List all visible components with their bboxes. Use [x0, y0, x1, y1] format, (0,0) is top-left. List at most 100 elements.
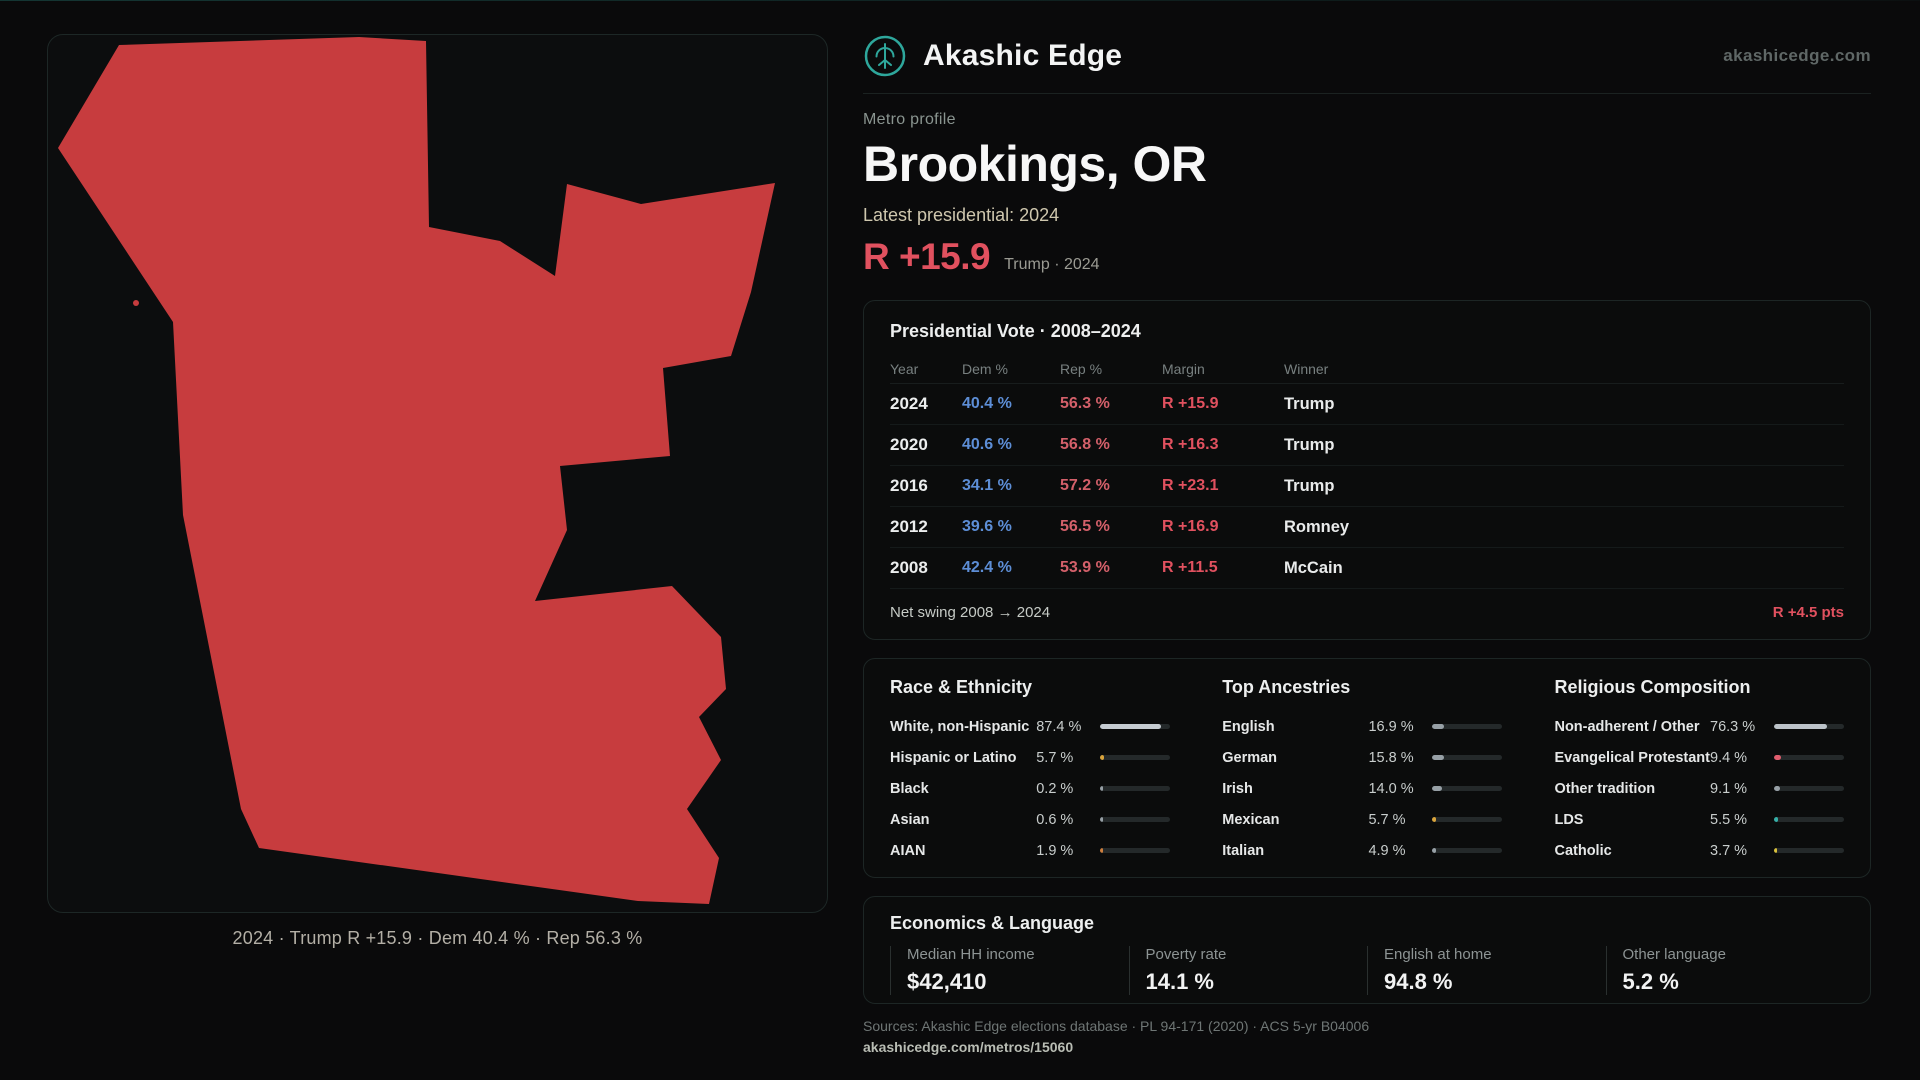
ancestries-column: Top Ancestries English 16.9 % German 15.…	[1222, 677, 1503, 866]
app-header: Akashic Edge akashicedge.com	[863, 34, 1871, 94]
ancestry-value: 14.0 %	[1368, 780, 1414, 797]
net-swing-row: Net swing 2008 → 2024 R +4.5 pts	[890, 604, 1844, 621]
sources-line: Sources: Akashic Edge elections database…	[863, 1018, 1370, 1034]
race-row: Black 0.2 %	[890, 773, 1171, 804]
vote-row-2020: 2020 40.6 % 56.8 % R +16.3 Trump	[890, 425, 1844, 466]
vote-rep-pct: 57.2 %	[1060, 477, 1110, 494]
col-year: Year	[890, 360, 919, 377]
vote-row-2012: 2012 39.6 % 56.5 % R +16.9 Romney	[890, 507, 1844, 548]
vote-year: 2024	[890, 394, 928, 413]
race-bar	[1100, 817, 1171, 822]
stat-value: $42,410	[907, 969, 987, 994]
ancestry-row: Mexican 5.7 %	[1222, 804, 1503, 835]
stat-value: 94.8 %	[1384, 969, 1453, 994]
stat-other-language: Other language 5.2 %	[1605, 946, 1845, 995]
headline-margin-context: Trump · 2024	[1004, 256, 1100, 273]
ancestry-value: 5.7 %	[1368, 811, 1406, 828]
ancestries-title: Top Ancestries	[1222, 677, 1351, 697]
net-swing-value: R +4.5 pts	[1772, 604, 1844, 621]
vote-winner: Trump	[1284, 394, 1335, 413]
religion-bar-fill	[1774, 786, 1781, 791]
ancestry-value: 16.9 %	[1368, 718, 1414, 735]
religion-bar	[1774, 786, 1844, 791]
ancestry-row: German 15.8 %	[1222, 742, 1503, 773]
ancestry-bar-fill	[1432, 724, 1445, 729]
ancestry-row: Irish 14.0 %	[1222, 773, 1503, 804]
latest-election-label: Latest presidential: 2024	[863, 205, 1060, 225]
headline-margin: R +15.9 Trump · 2024	[863, 236, 1871, 278]
race-value: 1.9 %	[1036, 842, 1074, 859]
ancestry-label: Italian	[1222, 842, 1265, 859]
map-caption: 2024 · Trump R +15.9 · Dem 40.4 % · Rep …	[232, 928, 643, 948]
religion-label: Non-adherent / Other	[1554, 718, 1700, 735]
race-label: Black	[890, 780, 929, 797]
race-ethnicity-column: Race & Ethnicity White, non-Hispanic 87.…	[890, 677, 1171, 866]
religion-bar-fill	[1774, 755, 1781, 760]
race-label: AIAN	[890, 842, 926, 859]
ancestry-label: Mexican	[1222, 811, 1280, 828]
ancestry-bar-fill	[1432, 848, 1436, 853]
vote-rep-pct: 56.5 %	[1060, 518, 1110, 535]
stat-label: English at home	[1384, 946, 1492, 963]
race-row: White, non-Hispanic 87.4 %	[890, 711, 1171, 742]
ancestry-row: English 16.9 %	[1222, 711, 1503, 742]
race-row: AIAN 1.9 %	[890, 835, 1171, 866]
ancestry-bar	[1432, 786, 1503, 791]
vote-winner: Trump	[1284, 435, 1335, 454]
religion-label: LDS	[1554, 811, 1584, 828]
vote-row-2016: 2016 34.1 % 57.2 % R +23.1 Trump	[890, 466, 1844, 507]
profile-eyebrow: Metro profile	[863, 111, 956, 128]
vote-row-2024: 2024 40.4 % 56.3 % R +15.9 Trump	[890, 384, 1844, 425]
stat-poverty-rate: Poverty rate 14.1 %	[1128, 946, 1368, 995]
metro-shape[interactable]	[58, 37, 775, 904]
net-swing-label: Net swing 2008 → 2024	[890, 604, 1051, 621]
ancestry-bar-fill	[1432, 817, 1437, 822]
religion-row: LDS 5.5 %	[1554, 804, 1844, 835]
race-bar-fill	[1100, 817, 1104, 822]
race-row: Asian 0.6 %	[890, 804, 1171, 835]
religion-column: Religious Composition Non-adherent / Oth…	[1554, 677, 1844, 866]
vote-panel-title: Presidential Vote · 2008–2024	[890, 321, 1141, 341]
religion-row: Evangelical Protestant 9.4 %	[1554, 742, 1844, 773]
vote-year: 2008	[890, 558, 928, 577]
metro-map	[58, 37, 775, 904]
race-value: 5.7 %	[1036, 749, 1074, 766]
vote-table: Year Dem % Rep % Margin Winner 2024 40.4…	[890, 354, 1844, 589]
profile-column: Akashic Edge akashicedge.com Metro profi…	[863, 0, 1871, 1055]
race-bar	[1100, 724, 1171, 729]
race-bar-fill	[1100, 786, 1104, 791]
ancestry-label: English	[1222, 718, 1275, 735]
stat-english-at-home: English at home 94.8 %	[1367, 946, 1606, 995]
race-bar	[1100, 755, 1171, 760]
race-bar	[1100, 848, 1171, 853]
metro-map-panel	[47, 34, 828, 913]
religion-bar-fill	[1774, 724, 1828, 729]
col-rep: Rep %	[1060, 360, 1103, 377]
site-link[interactable]: akashicedge.com	[1723, 46, 1871, 65]
vote-dem-pct: 40.6 %	[962, 436, 1012, 453]
vote-winner: McCain	[1284, 558, 1343, 577]
race-value: 0.6 %	[1036, 811, 1074, 828]
vote-year: 2020	[890, 435, 928, 454]
economics-stats: Median HH income $42,410 Poverty rate 14…	[890, 946, 1844, 995]
brand-logo-icon[interactable]	[863, 34, 907, 78]
demographics-panel: Race & Ethnicity White, non-Hispanic 87.…	[863, 658, 1871, 878]
race-label: White, non-Hispanic	[890, 718, 1030, 735]
religion-label: Evangelical Protestant	[1554, 749, 1710, 766]
religion-label: Other tradition	[1554, 780, 1656, 797]
religion-row: Other tradition 9.1 %	[1554, 773, 1844, 804]
col-winner: Winner	[1284, 360, 1329, 377]
race-bar-fill	[1100, 724, 1162, 729]
headline-margin-value: R +15.9	[863, 236, 991, 277]
religion-bar	[1774, 755, 1844, 760]
col-dem: Dem %	[962, 360, 1008, 377]
presidential-vote-panel: Presidential Vote · 2008–2024 Year Dem %…	[863, 300, 1871, 640]
religion-row: Non-adherent / Other 76.3 %	[1554, 711, 1844, 742]
ancestry-label: German	[1222, 749, 1278, 766]
vote-margin: R +11.5	[1162, 559, 1218, 576]
economics-title: Economics & Language	[890, 913, 1095, 933]
vote-margin: R +16.9	[1162, 518, 1219, 535]
permalink[interactable]: akashicedge.com/metros/15060	[863, 1039, 1074, 1055]
religion-bar	[1774, 724, 1844, 729]
vote-dem-pct: 34.1 %	[962, 477, 1012, 494]
